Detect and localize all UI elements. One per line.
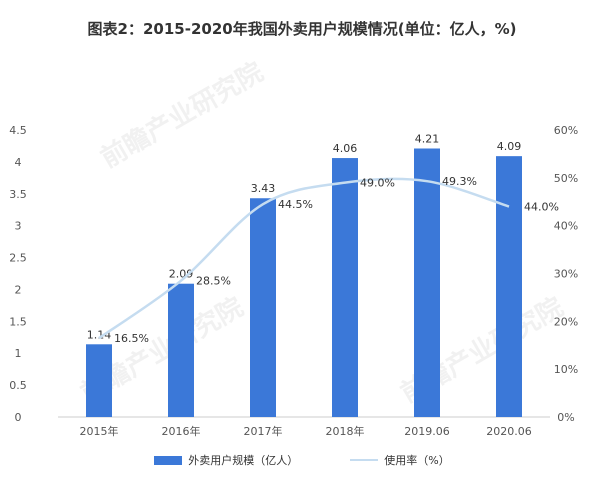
bar-value-label: 1.14 (87, 328, 112, 341)
bar-value-label: 4.21 (415, 132, 440, 145)
line-value-label: 44.5% (278, 198, 313, 211)
y-left-tick-label: 3 (15, 220, 22, 233)
line-value-label: 16.5% (114, 332, 149, 345)
x-tick-label: 2018年 (326, 424, 365, 438)
legend-label-line: 使用率（%） (384, 454, 450, 467)
y-left-tick-label: 4.5 (9, 124, 27, 137)
bar (250, 198, 276, 417)
x-tick-label: 2019.06 (404, 425, 450, 438)
bar-value-label: 4.06 (333, 142, 358, 155)
bar (168, 283, 194, 417)
y-left-tick-label: 1 (15, 347, 22, 360)
y-right-tick-label: 30% (554, 268, 578, 281)
series-line (98, 177, 510, 340)
bar-value-label: 4.09 (497, 140, 522, 153)
line-value-label: 28.5% (196, 275, 231, 288)
y-left-tick-label: 2 (15, 283, 22, 296)
line-value-label: 49.0% (360, 177, 395, 190)
y-right-tick-label: 60% (554, 124, 578, 137)
x-tick-label: 2016年 (162, 424, 201, 438)
bar (414, 148, 440, 418)
legend-item-line: 使用率（%） (350, 452, 450, 468)
x-tick-label: 2020.06 (486, 425, 532, 438)
y-right-tick-label: 40% (554, 220, 578, 233)
y-right-tick-label: 0% (557, 411, 574, 424)
y-right-tick-label: 10% (554, 363, 578, 376)
line-value-label: 44.0% (524, 201, 559, 214)
chart-title: 图表2：2015-2020年我国外卖用户规模情况(单位：亿人，%) (87, 20, 517, 38)
y-left-tick-label: 0.5 (9, 379, 27, 392)
legend-label-bar: 外卖用户规模（亿人） (188, 454, 299, 467)
bar-value-label: 3.43 (251, 182, 276, 195)
y-left-tick-label: 0 (15, 411, 22, 424)
legend-swatch-line (350, 459, 379, 461)
legend-item-bar: 外卖用户规模（亿人） (154, 452, 298, 468)
x-tick-label: 2015年 (80, 424, 119, 438)
legend-swatch-bar (154, 455, 183, 465)
bar (332, 158, 358, 417)
line-value-label: 49.3% (442, 175, 477, 188)
y-right-tick-label: 50% (554, 172, 578, 185)
y-left-tick-label: 1.5 (9, 315, 27, 328)
y-left-tick-label: 3.5 (9, 188, 27, 201)
y-left-tick-label: 4 (15, 156, 22, 169)
y-right-tick-label: 20% (554, 315, 578, 328)
chart-legend: 外卖用户规模（亿人） 使用率（%） (0, 452, 604, 468)
bar-value-label: 2.09 (169, 268, 194, 281)
bar (496, 156, 522, 417)
y-left-tick-label: 2.5 (9, 252, 27, 265)
bar (86, 344, 112, 417)
x-tick-label: 2017年 (244, 424, 283, 438)
